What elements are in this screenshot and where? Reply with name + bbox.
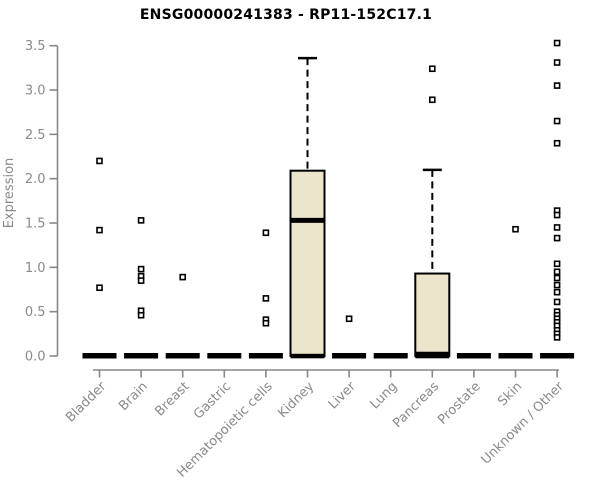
- median-line-pancreas: [415, 351, 450, 357]
- x-tick-label-skin: Skin: [495, 379, 525, 409]
- y-tick-label: 3.5: [25, 39, 46, 54]
- y-tick-label: 2.0: [25, 172, 46, 187]
- flat-box-liver: [332, 353, 367, 359]
- flat-box-prostate: [456, 353, 491, 359]
- flat-box-brain: [124, 353, 159, 359]
- flat-box-bladder: [82, 353, 117, 359]
- x-tick-label-breast: Breast: [152, 379, 192, 419]
- outlier-point-hematopoietic-cells: [262, 319, 270, 327]
- outlier-point-brain: [137, 217, 145, 224]
- y-tick-label: 2.5: [25, 128, 46, 143]
- flat-box-breast: [165, 353, 200, 359]
- x-tick-label-lung: Lung: [367, 379, 400, 412]
- x-tick-label-brain: Brain: [116, 379, 151, 414]
- x-tick-label-liver: Liver: [326, 379, 360, 413]
- box-kidney: [289, 169, 326, 357]
- outlier-point-unknown-other: [553, 281, 561, 289]
- outlier-point-unknown-other: [553, 82, 561, 89]
- outlier-point-hematopoietic-cells: [262, 295, 270, 302]
- y-tick-label: 0.5: [25, 305, 46, 320]
- outlier-point-brain: [137, 311, 145, 319]
- chart-title: ENSG00000241383 - RP11-152C17.1: [139, 7, 433, 23]
- outlier-point-unknown-other: [553, 298, 561, 306]
- y-tick-label: 3.0: [25, 84, 46, 99]
- outlier-point-breast: [179, 273, 186, 281]
- outlier-point-unknown-other: [553, 139, 561, 147]
- outlier-point-unknown-other: [553, 117, 561, 125]
- flat-box-lung: [373, 353, 408, 359]
- box-pancreas: [414, 272, 451, 357]
- outlier-point-brain: [137, 265, 145, 273]
- y-tick-label: 0.0: [25, 350, 46, 365]
- outlier-point-bladder: [96, 226, 103, 234]
- x-tick-label-prostate: Prostate: [435, 379, 483, 427]
- outlier-point-unknown-other: [553, 224, 561, 231]
- x-tick-label-bladder: Bladder: [63, 379, 110, 426]
- y-tick-label: 1.5: [25, 217, 46, 232]
- median-line-kidney: [290, 217, 325, 223]
- outlier-point-unknown-other: [553, 260, 561, 268]
- box-bottom-edge-kidney: [290, 353, 325, 359]
- flat-box-hematopoietic-cells: [248, 353, 283, 359]
- flat-box-skin: [498, 353, 533, 359]
- x-tick-label-kidney: Kidney: [275, 379, 317, 421]
- outlier-point-unknown-other: [553, 288, 561, 296]
- outlier-point-unknown-other: [553, 334, 561, 341]
- outlier-point-unknown-other: [553, 211, 561, 219]
- outlier-point-unknown-other: [553, 59, 561, 66]
- outlier-point-liver: [345, 315, 353, 323]
- y-tick-label: 1.0: [25, 261, 46, 276]
- outlier-point-unknown-other: [553, 234, 561, 242]
- flat-box-unknown-other: [540, 353, 575, 359]
- outlier-point-bladder: [96, 157, 103, 165]
- outlier-point-pancreas: [428, 65, 436, 73]
- outlier-point-unknown-other: [553, 39, 561, 47]
- flat-box-gastric: [207, 353, 242, 359]
- outlier-point-hematopoietic-cells: [262, 229, 270, 237]
- outlier-point-unknown-other: [553, 274, 561, 282]
- outlier-point-pancreas: [428, 96, 436, 104]
- outlier-point-bladder: [96, 284, 103, 292]
- outlier-point-brain: [137, 277, 145, 284]
- outlier-point-unknown-other: [553, 268, 561, 276]
- outlier-point-skin: [512, 225, 519, 233]
- x-tick-label-pancreas: Pancreas: [390, 379, 442, 431]
